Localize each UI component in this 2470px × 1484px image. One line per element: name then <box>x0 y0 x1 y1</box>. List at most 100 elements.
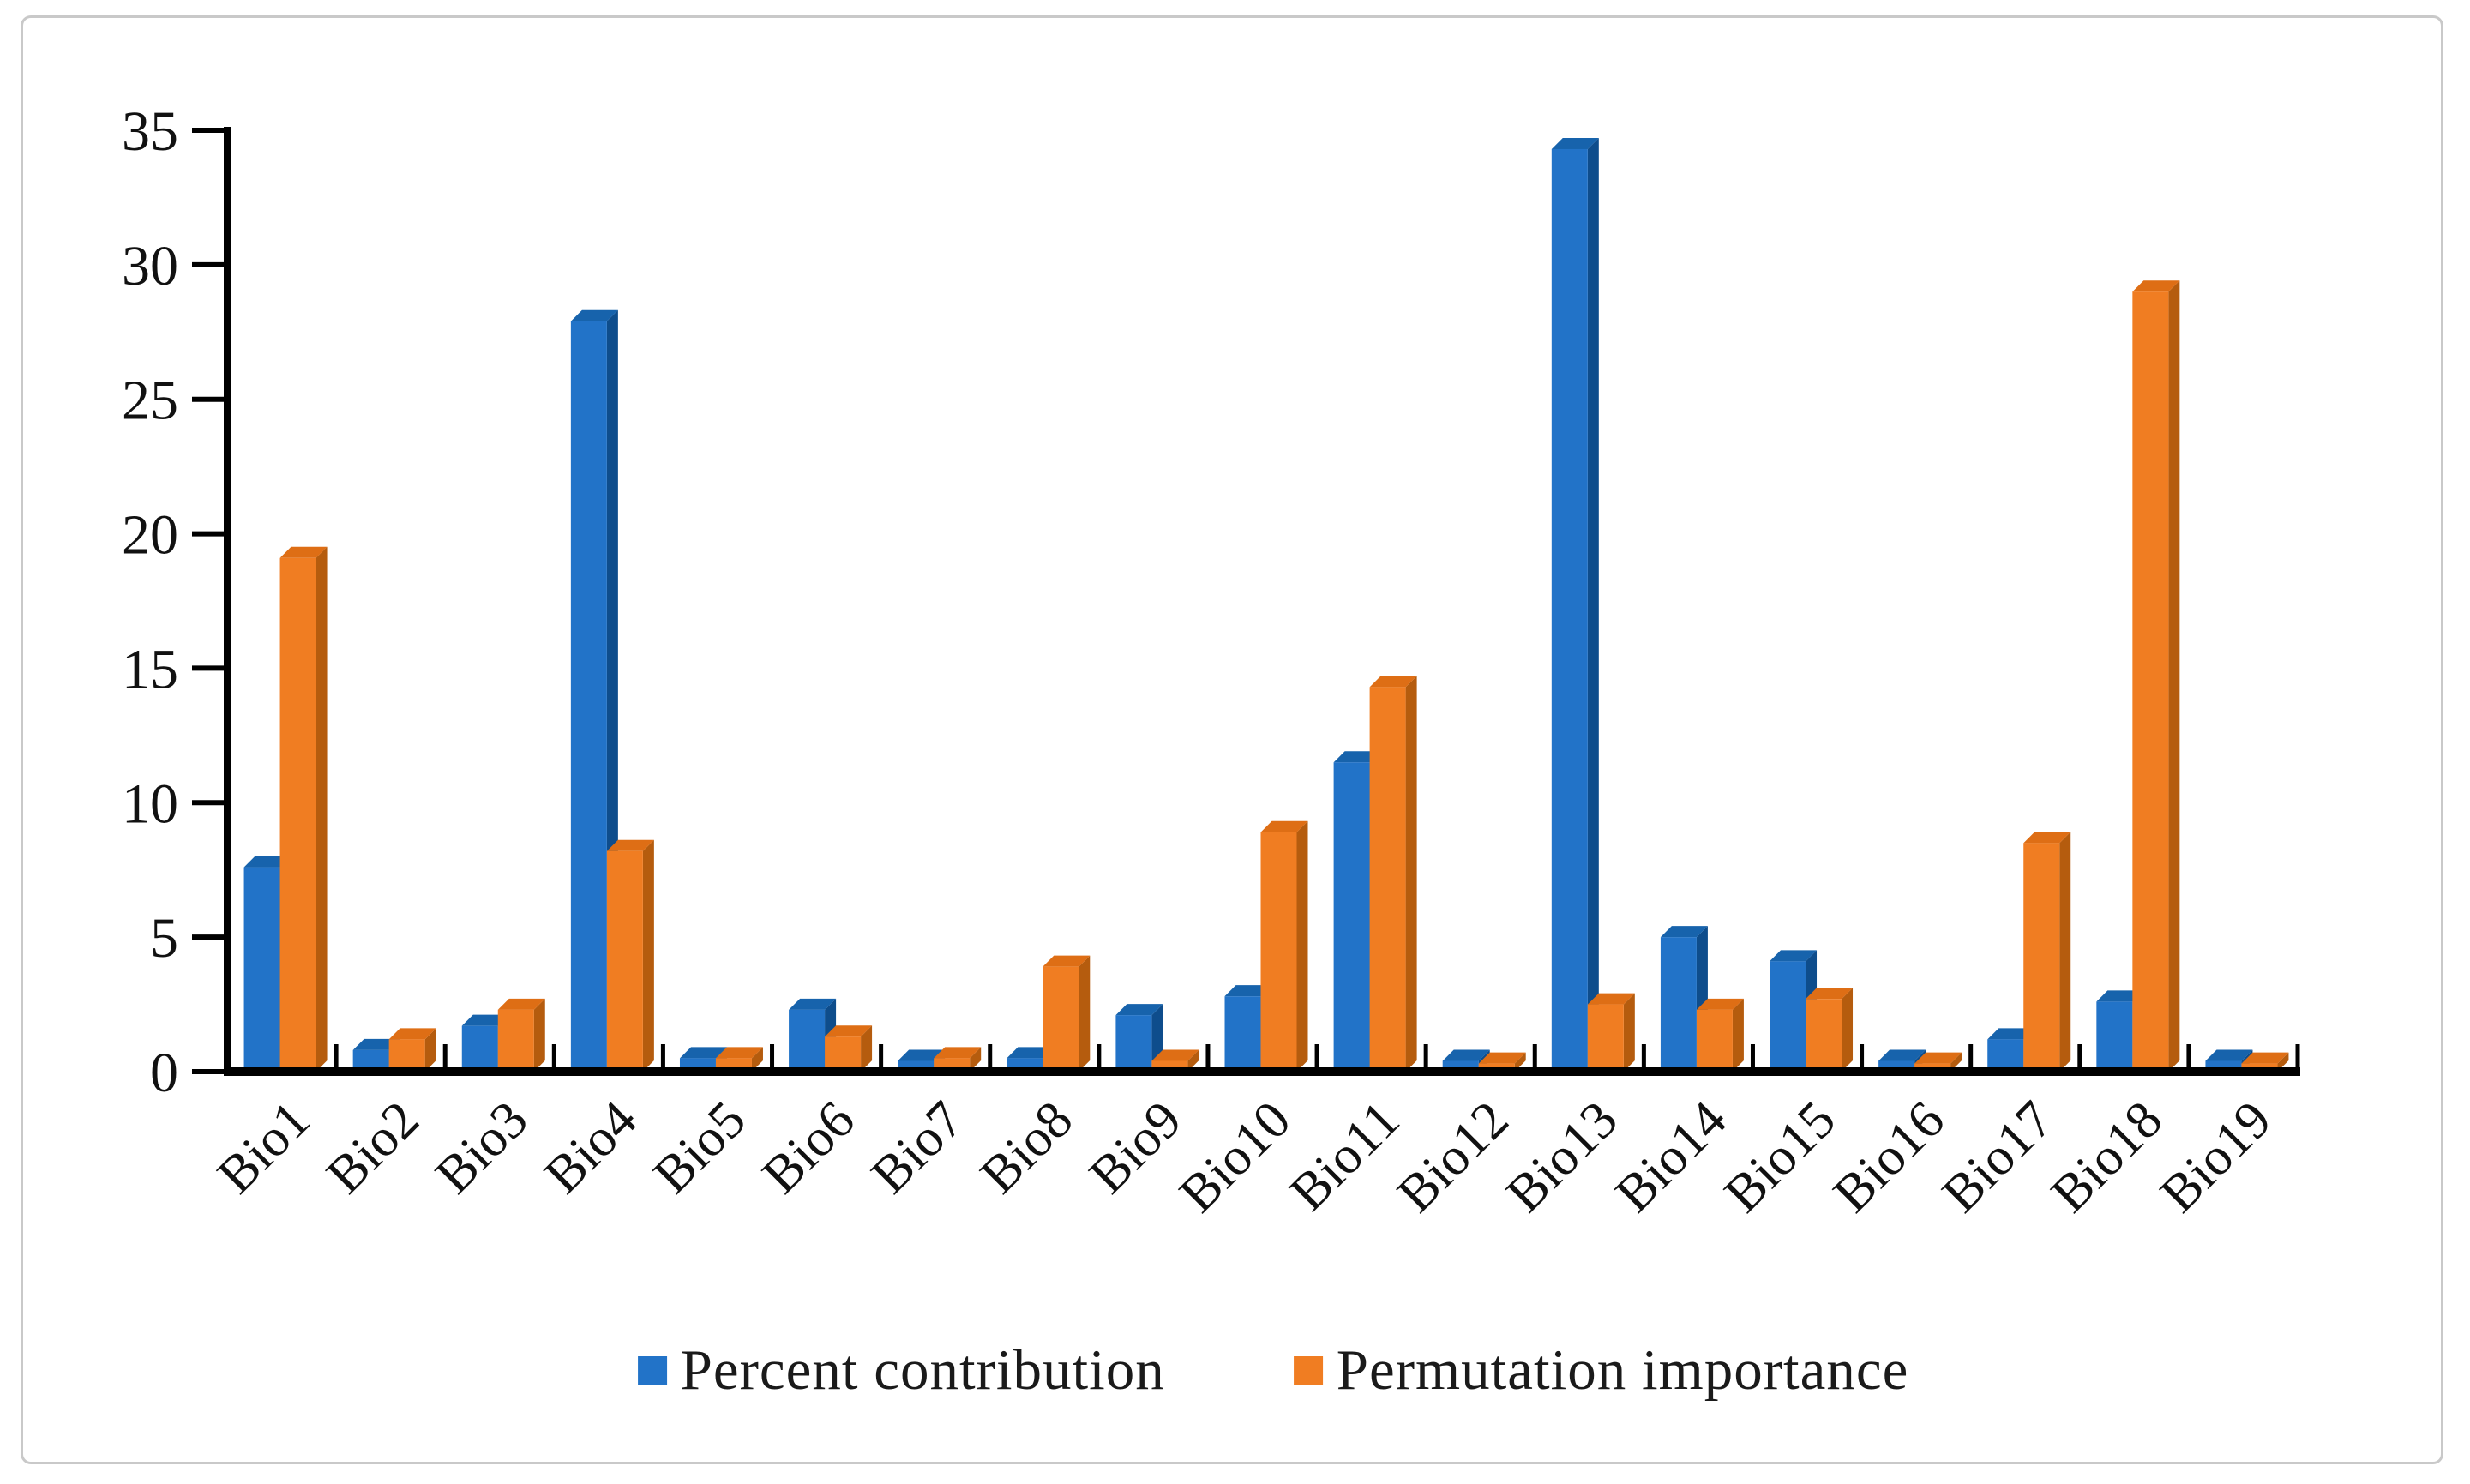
bar-top-bio11-percent-contribution <box>1333 751 1381 763</box>
bar-side-bio17-permutation-importance <box>2059 832 2071 1072</box>
bar-top-bio6-permutation-importance <box>825 1025 873 1037</box>
bar-top-bio6-percent-contribution <box>789 998 837 1010</box>
x-label-bio11: Bio11 <box>1279 1090 1411 1223</box>
x-label-bio8: Bio8 <box>970 1090 1084 1205</box>
bar-top-bio1-percent-contribution <box>243 856 291 868</box>
bar-bio18-percent-contribution <box>2096 1001 2133 1072</box>
bar-top-bio1-permutation-importance <box>279 546 328 558</box>
legend-label-percent-contribution: Percent contribution <box>680 1338 1165 1402</box>
bar-side-bio19-permutation-importance <box>2277 1052 2289 1072</box>
bar-top-bio7-permutation-importance <box>934 1047 982 1059</box>
bar-side-bio1-permutation-importance <box>316 546 328 1072</box>
bar-bio3-permutation-importance <box>497 1009 534 1072</box>
bar-top-bio16-percent-contribution <box>1878 1049 1926 1061</box>
x-label-bio19: Bio19 <box>2149 1090 2282 1223</box>
bar-top-bio12-permutation-importance <box>1478 1052 1526 1064</box>
bar-side-bio15-permutation-importance <box>1842 988 1854 1072</box>
bar-top-bio19-percent-contribution <box>2205 1049 2253 1061</box>
x-label-bio15: Bio15 <box>1714 1090 1847 1223</box>
bar-top-bio4-permutation-importance <box>606 839 654 851</box>
bar-bio4-percent-contribution <box>570 321 607 1072</box>
bar-top-bio13-percent-contribution <box>1551 137 1599 149</box>
bar-side-bio11-permutation-importance <box>1405 676 1417 1072</box>
bar-bio17-percent-contribution <box>1987 1039 2024 1072</box>
y-tick-label-10: 10 <box>122 772 178 835</box>
bar-side-bio16-permutation-importance <box>1950 1052 1962 1072</box>
bar-top-bio16-permutation-importance <box>1914 1052 1962 1064</box>
bar-bio17-permutation-importance <box>2023 843 2060 1072</box>
bar-bio10-percent-contribution <box>1224 996 1261 1072</box>
bar-bio11-permutation-importance <box>1369 687 1406 1072</box>
bar-top-bio12-percent-contribution <box>1442 1049 1490 1061</box>
bar-bio1-percent-contribution <box>243 867 280 1072</box>
bar-side-bio2-permutation-importance <box>424 1028 436 1072</box>
legend-swatch-blue-icon <box>637 1355 667 1385</box>
bar-side-bio13-percent-contribution <box>1587 137 1599 1072</box>
legend-label-permutation-importance: Permutation importance <box>1336 1338 1909 1402</box>
bar-side-bio6-permutation-importance <box>861 1025 873 1072</box>
bar-top-bio17-permutation-importance <box>2023 832 2071 844</box>
bar-bio13-percent-contribution <box>1551 148 1588 1072</box>
bar-side-bio4-permutation-importance <box>642 839 654 1072</box>
bar-bio10-permutation-importance <box>1260 832 1297 1072</box>
figure-border <box>21 15 2443 1464</box>
bar-bio6-permutation-importance <box>825 1036 862 1072</box>
bar-top-bio14-percent-contribution <box>1660 926 1708 938</box>
bar-bio9-percent-contribution <box>1115 1015 1152 1072</box>
bar-side-bio5-permutation-importance <box>751 1047 763 1072</box>
bar-bio18-permutation-importance <box>2132 291 2169 1072</box>
y-tick-label-25: 25 <box>122 369 178 432</box>
y-tick-label-0: 0 <box>150 1042 178 1104</box>
bar-bio15-permutation-importance <box>1806 999 1842 1072</box>
bar-top-bio18-percent-contribution <box>2096 990 2144 1002</box>
bar-top-bio3-percent-contribution <box>461 1014 509 1026</box>
bar-bio15-percent-contribution <box>1770 961 1806 1072</box>
x-label-bio3: Bio3 <box>424 1090 538 1205</box>
x-label-bio7: Bio7 <box>861 1090 975 1205</box>
x-label-bio16: Bio16 <box>1823 1090 1956 1223</box>
bar-top-bio2-percent-contribution <box>352 1038 400 1050</box>
x-label-bio18: Bio18 <box>2040 1090 2173 1223</box>
bar-top-bio14-permutation-importance <box>1696 998 1744 1010</box>
bar-bio14-percent-contribution <box>1660 937 1697 1072</box>
bar-bio3-percent-contribution <box>461 1025 498 1072</box>
bar-top-bio10-permutation-importance <box>1260 820 1308 832</box>
bar-side-bio3-permutation-importance <box>533 998 545 1072</box>
bar-side-bio12-permutation-importance <box>1514 1052 1526 1072</box>
legend-item-permutation-importance: Permutation importance <box>1293 1337 1909 1403</box>
bar-bio6-percent-contribution <box>789 1009 826 1072</box>
x-label-bio17: Bio17 <box>1932 1090 2064 1223</box>
bar-side-bio14-permutation-importance <box>1732 998 1744 1072</box>
bar-bio14-permutation-importance <box>1696 1009 1733 1072</box>
bar-top-bio5-permutation-importance <box>715 1047 763 1059</box>
bar-side-bio7-permutation-importance <box>970 1047 982 1072</box>
bar-top-bio17-percent-contribution <box>1987 1028 2035 1040</box>
bar-top-bio18-permutation-importance <box>2132 280 2180 292</box>
bar-top-bio4-percent-contribution <box>570 309 618 321</box>
bar-top-bio11-permutation-importance <box>1369 676 1417 688</box>
bar-top-bio19-permutation-importance <box>2241 1052 2289 1064</box>
bar-top-bio15-permutation-importance <box>1806 988 1854 1000</box>
x-label-bio12: Bio12 <box>1386 1090 1519 1223</box>
bar-bio13-permutation-importance <box>1587 1004 1624 1072</box>
x-label-bio1: Bio1 <box>207 1090 321 1205</box>
y-tick-label-20: 20 <box>122 504 178 567</box>
x-label-bio5: Bio5 <box>643 1090 757 1205</box>
bar-top-bio8-percent-contribution <box>1007 1047 1055 1059</box>
chart-legend: Percent contribution Permutation importa… <box>637 1337 1909 1403</box>
bar-top-bio8-permutation-importance <box>1043 955 1091 967</box>
bar-top-bio5-percent-contribution <box>679 1047 727 1059</box>
x-label-bio4: Bio4 <box>533 1090 647 1205</box>
bar-bio8-permutation-importance <box>1043 966 1079 1072</box>
y-tick-label-5: 5 <box>150 907 178 970</box>
bar-side-bio13-permutation-importance <box>1623 993 1635 1072</box>
bar-top-bio9-permutation-importance <box>1151 1049 1199 1061</box>
bar-top-bio2-permutation-importance <box>388 1028 436 1040</box>
bar-side-bio9-permutation-importance <box>1187 1049 1199 1072</box>
bar-bio4-permutation-importance <box>606 850 643 1072</box>
bar-top-bio15-percent-contribution <box>1770 950 1818 962</box>
bar-bio1-permutation-importance <box>279 557 316 1072</box>
bar-side-bio8-permutation-importance <box>1079 955 1091 1072</box>
